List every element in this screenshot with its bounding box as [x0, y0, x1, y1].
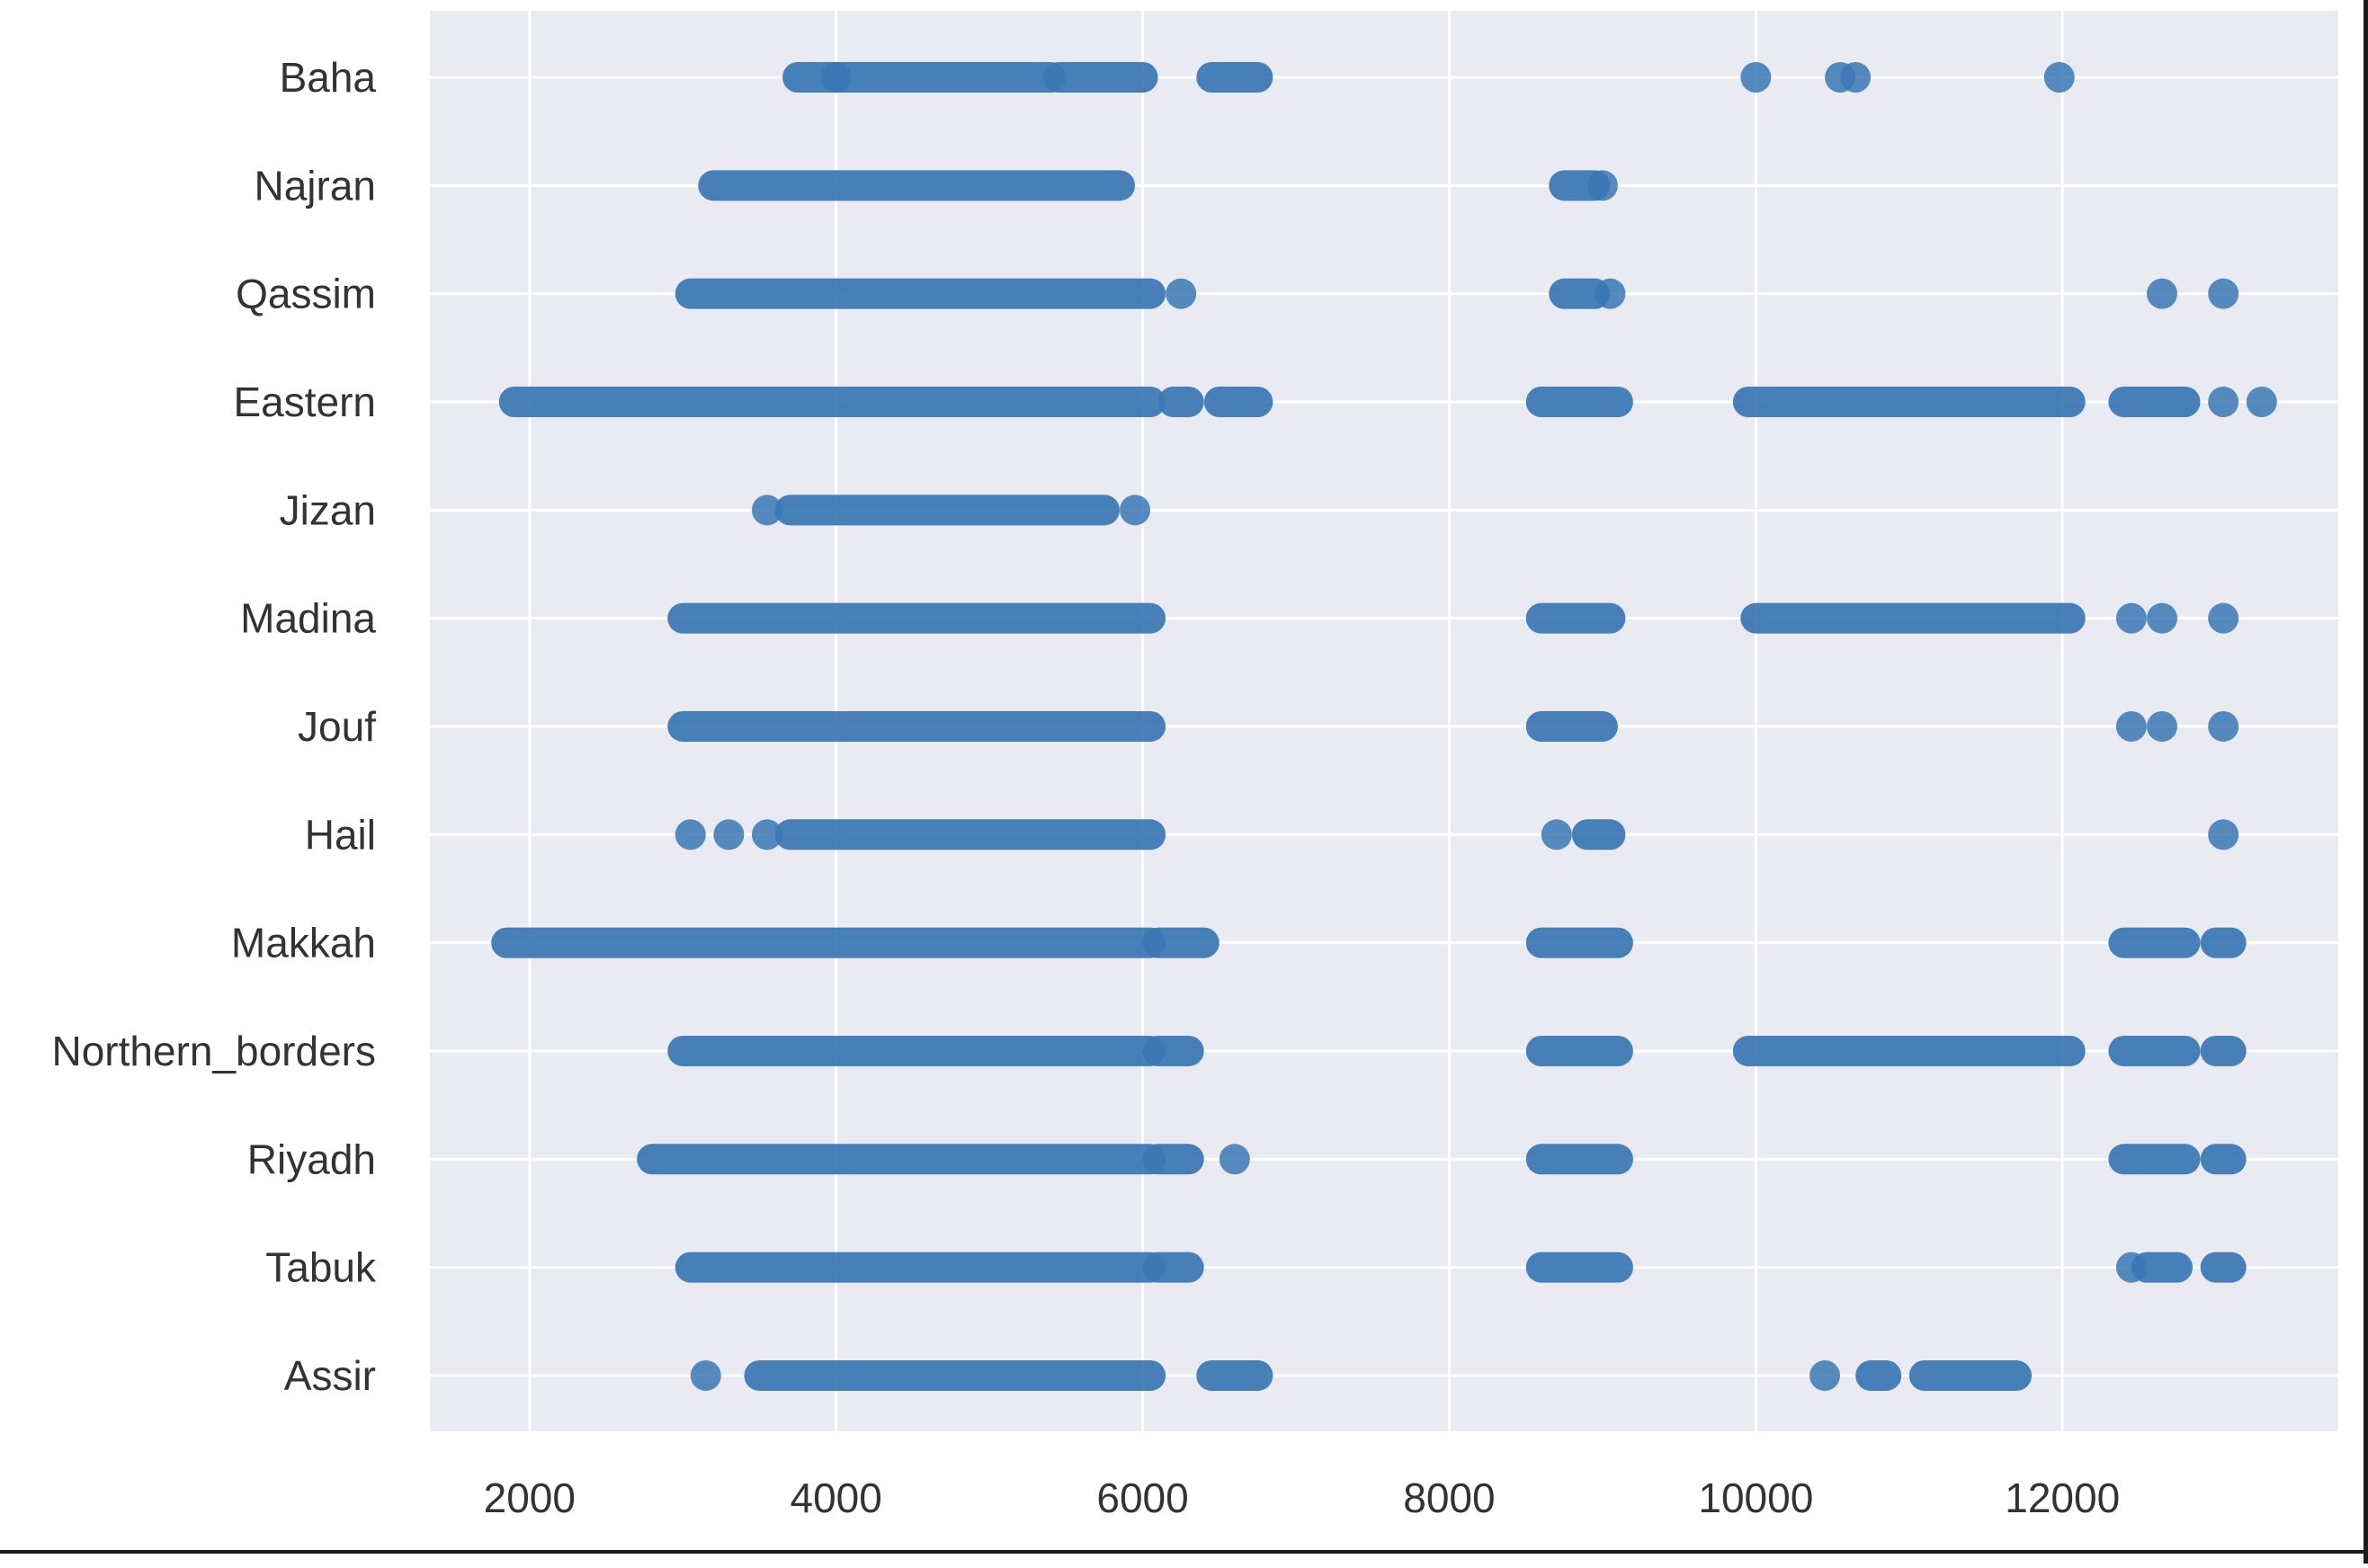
x-tick-label: 2000	[484, 1474, 576, 1521]
data-point	[2208, 278, 2239, 309]
series-row	[637, 1144, 2247, 1175]
y-tick-label: Northern_borders	[51, 1028, 376, 1074]
y-tick-label: Assir	[284, 1352, 376, 1399]
data-point	[1166, 278, 1197, 309]
series-row	[667, 710, 2239, 742]
data-point	[690, 1359, 721, 1391]
series-row	[498, 386, 2277, 417]
data-point	[675, 819, 706, 851]
y-tick-label: Madina	[240, 595, 376, 642]
y-tick-label: Qassim	[236, 271, 376, 317]
data-point	[1840, 62, 1872, 93]
data-point	[2146, 602, 2177, 634]
y-tick-label: Hail	[305, 811, 376, 858]
series-row	[675, 819, 2239, 851]
y-tick-label: Riyadh	[247, 1136, 376, 1182]
series-row	[698, 170, 1618, 201]
y-tick-label: Najran	[254, 162, 376, 209]
y-tick-label: Makkah	[231, 920, 376, 967]
data-point	[2115, 1252, 2147, 1283]
data-point	[2115, 602, 2147, 634]
data-point	[2208, 819, 2239, 851]
data-point	[2146, 710, 2177, 742]
series-row	[675, 1252, 2247, 1283]
y-tick-labels: Baha Najran Qassim Eastern Jizan Madina Jouf Ha…	[51, 54, 377, 1399]
y-tick-label: Tabuk	[265, 1244, 377, 1291]
data-point	[1541, 819, 1572, 851]
series-row	[667, 602, 2239, 634]
series-row	[751, 494, 1151, 526]
data-point	[2043, 62, 2075, 93]
y-tick-label: Jouf	[298, 703, 376, 750]
frame-edge-bottom	[0, 1550, 2368, 1554]
y-tick-label: Baha	[280, 54, 377, 101]
x-tick-label: 12000	[2005, 1474, 2120, 1521]
data-point	[751, 819, 782, 851]
data-point	[2115, 710, 2147, 742]
series-row	[690, 1359, 2033, 1391]
y-tick-label: Eastern	[233, 379, 376, 425]
y-tick-label: Jizan	[280, 486, 376, 533]
x-tick-label: 10000	[1698, 1474, 1813, 1521]
series-row	[782, 62, 2075, 93]
data-point	[1810, 1359, 1841, 1391]
data-point	[2208, 602, 2239, 634]
data-point	[2208, 710, 2239, 742]
series-row	[675, 278, 2239, 309]
x-tick-label: 4000	[790, 1474, 881, 1521]
data-point	[751, 494, 782, 526]
data-point	[713, 819, 745, 851]
data-point	[2208, 386, 2239, 417]
data-point	[1219, 1144, 1250, 1175]
data-point	[1586, 170, 1618, 201]
data-point	[1595, 278, 1626, 309]
x-tick-labels: 2000 4000 6000 8000 10000 12000	[484, 1474, 2121, 1521]
data-point	[1740, 62, 1772, 93]
data-points	[491, 62, 2277, 1391]
data-point	[1120, 494, 1151, 526]
x-tick-label: 8000	[1403, 1474, 1495, 1521]
x-tick-label: 6000	[1096, 1474, 1188, 1521]
data-point	[2246, 386, 2277, 417]
data-point	[2146, 278, 2177, 309]
frame-edge-right	[2364, 0, 2368, 1564]
